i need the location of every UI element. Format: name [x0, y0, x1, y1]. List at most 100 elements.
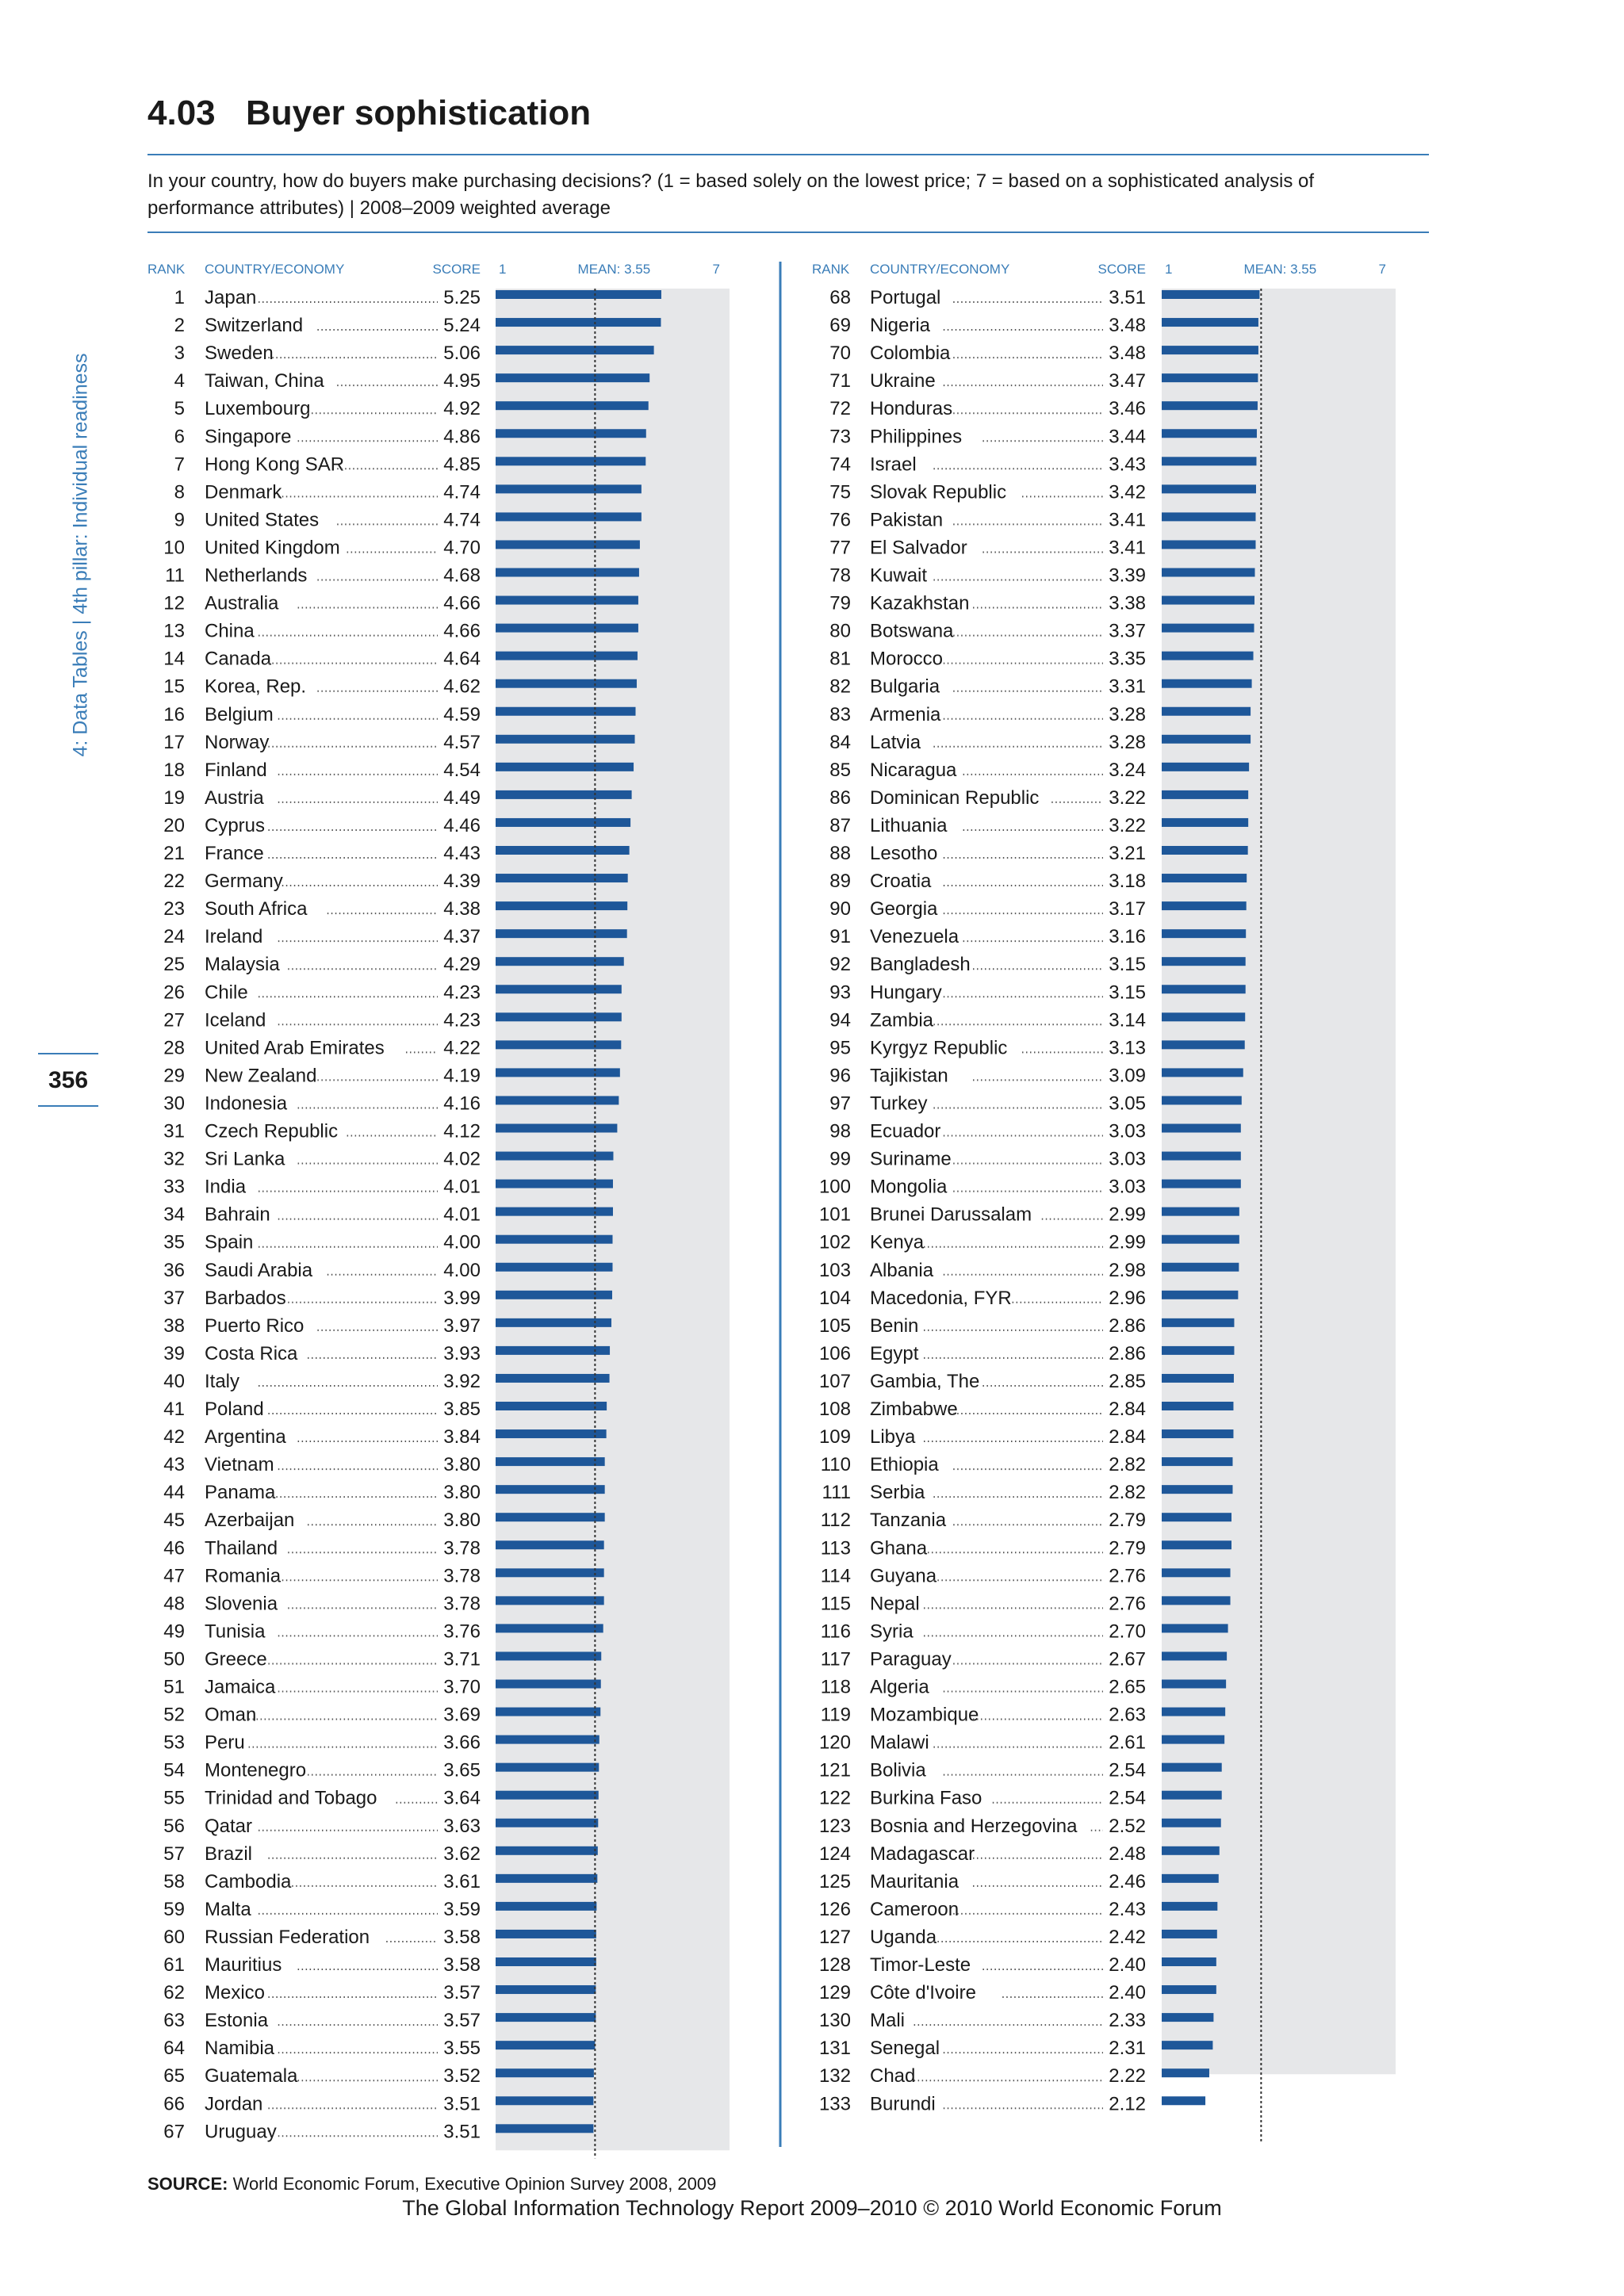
- score-bar: [1162, 790, 1249, 799]
- rank-cell: 33: [163, 1177, 185, 1198]
- score-cell: 5.25: [443, 287, 481, 308]
- score-bar: [1162, 901, 1247, 911]
- score-cell: 3.43: [1109, 453, 1146, 475]
- score-cell: 3.64: [443, 1788, 481, 1809]
- rank-cell: 132: [819, 2065, 851, 2087]
- score-cell: 3.85: [443, 1399, 481, 1420]
- score-bar: [1162, 846, 1248, 855]
- score-cell: 2.96: [1109, 1288, 1146, 1309]
- country-cell: Timor-Leste: [870, 1954, 971, 1976]
- country-cell: Czech Republic: [205, 1121, 338, 1142]
- rank-cell: 42: [163, 1426, 185, 1448]
- score-bar: [496, 1096, 619, 1105]
- score-bar: [496, 2124, 594, 2133]
- rank-cell: 59: [163, 1899, 185, 1920]
- score-bar: [1162, 1707, 1226, 1716]
- country-cell: Albania: [870, 1260, 934, 1281]
- chart-panel-bg: [496, 289, 730, 2151]
- score-bar: [1162, 1985, 1216, 1995]
- score-cell: 2.42: [1109, 1927, 1146, 1948]
- rank-cell: 41: [163, 1399, 185, 1420]
- country-cell: United States: [205, 509, 319, 530]
- score-cell: 3.80: [443, 1454, 481, 1475]
- score-bar: [496, 623, 638, 633]
- rank-cell: 50: [163, 1648, 185, 1670]
- score-cell: 2.46: [1109, 1871, 1146, 1892]
- score-cell: 3.03: [1109, 1149, 1146, 1170]
- score-bar: [1162, 1040, 1245, 1050]
- country-cell: Pakistan: [870, 509, 943, 530]
- country-cell: Syria: [870, 1621, 914, 1642]
- score-bar: [496, 1318, 612, 1327]
- rank-cell: 66: [163, 2093, 185, 2114]
- score-bar: [496, 1762, 599, 1772]
- score-bar: [496, 985, 622, 994]
- country-cell: Korea, Rep.: [205, 676, 306, 698]
- score-cell: 2.82: [1109, 1454, 1146, 1475]
- country-cell: Jordan: [205, 2093, 262, 2114]
- rank-cell: 47: [163, 1565, 185, 1586]
- score-cell: 2.79: [1109, 1510, 1146, 1531]
- rank-cell: 19: [163, 787, 185, 809]
- country-cell: Sri Lanka: [205, 1149, 285, 1170]
- score-cell: 3.15: [1109, 982, 1146, 1003]
- rank-cell: 26: [163, 982, 185, 1003]
- rank-cell: 31: [163, 1121, 185, 1142]
- rank-cell: 1: [174, 287, 185, 308]
- country-cell: Ecuador: [870, 1121, 940, 1142]
- score-bar: [1162, 817, 1249, 827]
- header-score: SCORE: [433, 262, 481, 277]
- page-title: Buyer sophistication: [246, 94, 592, 132]
- score-cell: 4.66: [443, 621, 481, 642]
- score-cell: 4.70: [443, 537, 481, 558]
- rank-cell: 79: [829, 593, 851, 614]
- score-bar: [1162, 1651, 1228, 1661]
- country-cell: Kuwait: [870, 565, 927, 587]
- rank-cell: 7: [174, 453, 185, 475]
- score-bar: [1162, 1262, 1239, 1272]
- country-cell: Lesotho: [870, 843, 937, 864]
- score-cell: 3.70: [443, 1677, 481, 1698]
- score-bar: [496, 817, 631, 827]
- header-rank: RANK: [147, 262, 186, 277]
- country-cell: South Africa: [205, 898, 308, 920]
- score-cell: 3.80: [443, 1482, 481, 1503]
- rank-cell: 16: [163, 704, 185, 725]
- score-cell: 2.40: [1109, 1954, 1146, 1976]
- rank-cell: 125: [819, 1871, 851, 1892]
- country-cell: Mali: [870, 2010, 905, 2031]
- score-bar: [496, 346, 654, 355]
- country-cell: Ghana: [870, 1537, 928, 1559]
- score-cell: 2.12: [1109, 2093, 1146, 2114]
- score-cell: 2.86: [1109, 1343, 1146, 1364]
- rank-cell: 85: [829, 760, 851, 781]
- country-cell: Colombia: [870, 342, 951, 364]
- country-cell: France: [205, 843, 264, 864]
- score-cell: 3.18: [1109, 871, 1146, 892]
- score-cell: 3.84: [443, 1426, 481, 1448]
- score-bar: [496, 1846, 598, 1855]
- country-cell: Mauritius: [205, 1954, 282, 1976]
- score-bar: [496, 540, 640, 549]
- score-cell: 2.76: [1109, 1593, 1146, 1614]
- score-bar: [496, 2068, 594, 2078]
- country-cell: Greece: [205, 1648, 267, 1670]
- country-cell: Hungary: [870, 982, 942, 1003]
- country-cell: Luxembourg: [205, 398, 310, 419]
- country-cell: Vietnam: [205, 1454, 274, 1475]
- score-bar: [496, 1179, 613, 1188]
- country-cell: Bosnia and Herzegovina: [870, 1816, 1078, 1837]
- rank-cell: 81: [829, 649, 851, 670]
- rank-cell: 74: [829, 453, 851, 475]
- rank-cell: 64: [163, 2038, 185, 2059]
- rank-cell: 71: [829, 370, 851, 392]
- score-bar: [496, 1234, 613, 1244]
- score-cell: 4.00: [443, 1232, 481, 1253]
- score-bar: [1162, 1513, 1232, 1522]
- score-bar: [1162, 679, 1252, 688]
- country-cell: Benin: [870, 1315, 918, 1337]
- score-bar: [1162, 1873, 1219, 1883]
- score-cell: 2.63: [1109, 1705, 1146, 1726]
- score-bar: [1162, 1012, 1246, 1022]
- score-cell: 4.01: [443, 1177, 481, 1198]
